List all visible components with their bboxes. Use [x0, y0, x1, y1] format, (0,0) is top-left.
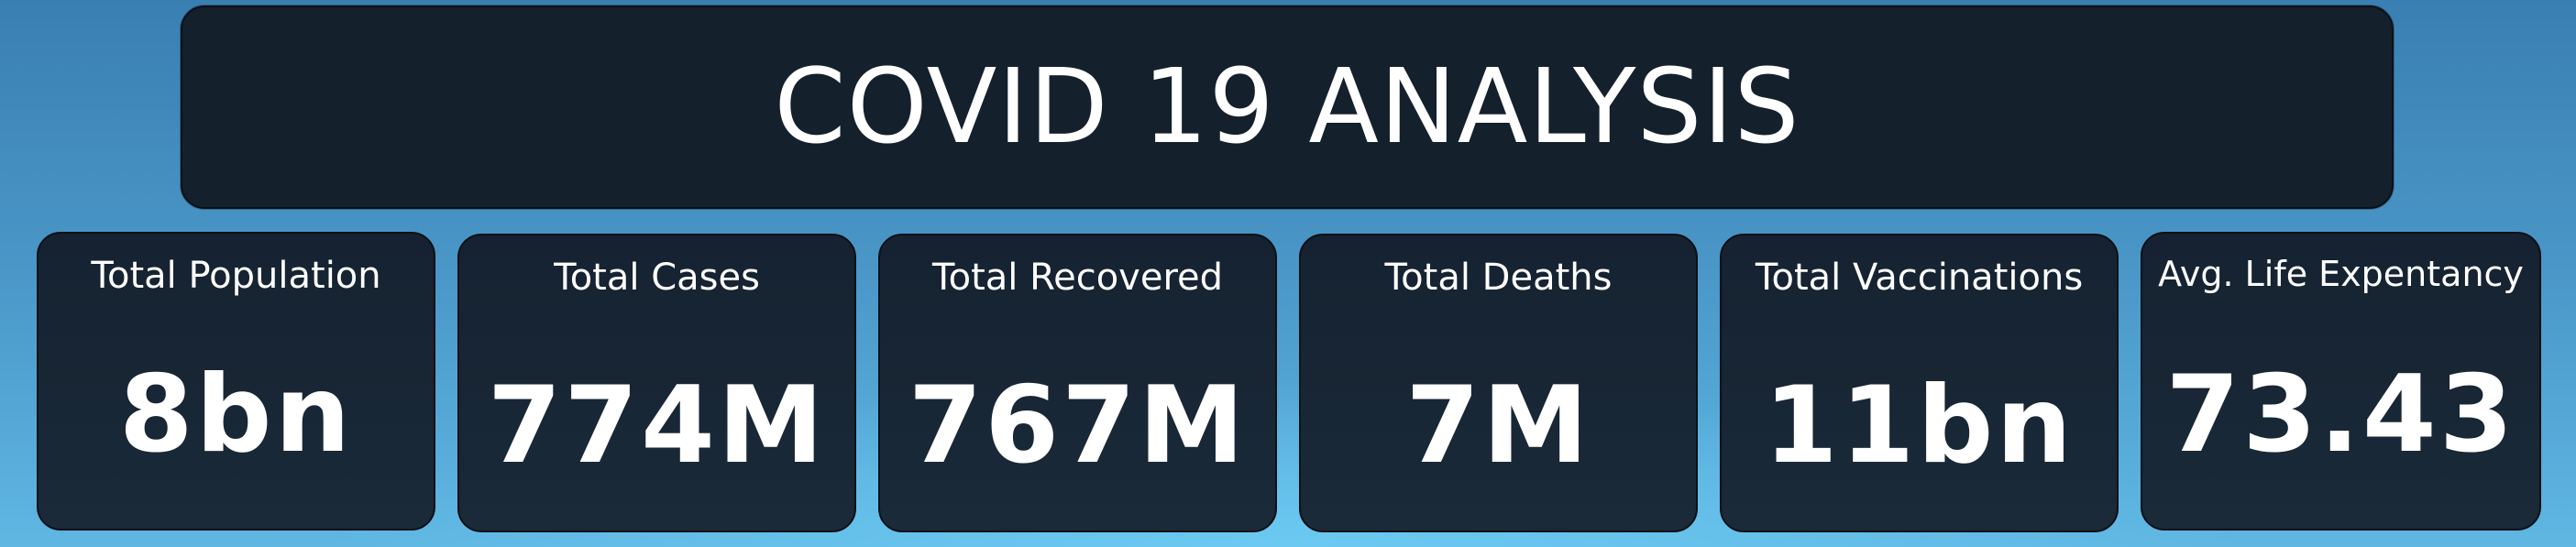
title-banner: COVID 19 ANALYSIS	[181, 5, 2394, 209]
kpi-card-total-vaccinations: Total Vaccinations 11bn	[1720, 234, 2119, 532]
kpi-value-total-deaths: 7M	[1405, 364, 1591, 487]
kpi-card-total-recovered: Total Recovered 767M	[878, 234, 1277, 532]
kpi-value-total-population: 8bn	[118, 353, 354, 476]
kpi-label-total-vaccinations: Total Vaccinations	[1755, 257, 2084, 299]
kpi-label-total-cases: Total Cases	[554, 257, 760, 299]
kpi-value-avg-life-expectancy: 73.43	[2165, 353, 2516, 476]
kpi-value-total-cases: 774M	[487, 364, 827, 487]
kpi-label-avg-life-expectancy: Avg. Life Expentancy	[2158, 254, 2524, 294]
kpi-label-total-recovered: Total Recovered	[931, 257, 1224, 299]
kpi-card-total-cases: Total Cases 774M	[457, 234, 856, 532]
kpi-value-total-recovered: 767M	[908, 364, 1248, 487]
kpi-card-total-deaths: Total Deaths 7M	[1299, 234, 1698, 532]
kpi-label-total-population: Total Population	[91, 255, 381, 297]
kpi-label-total-deaths: Total Deaths	[1384, 257, 1613, 299]
dashboard-title: COVID 19 ANALYSIS	[774, 48, 1800, 167]
kpi-card-total-population: Total Population 8bn	[37, 232, 435, 531]
kpi-value-total-vaccinations: 11bn	[1763, 364, 2075, 487]
kpi-card-avg-life-expectancy: Avg. Life Expentancy 73.43	[2141, 232, 2541, 531]
